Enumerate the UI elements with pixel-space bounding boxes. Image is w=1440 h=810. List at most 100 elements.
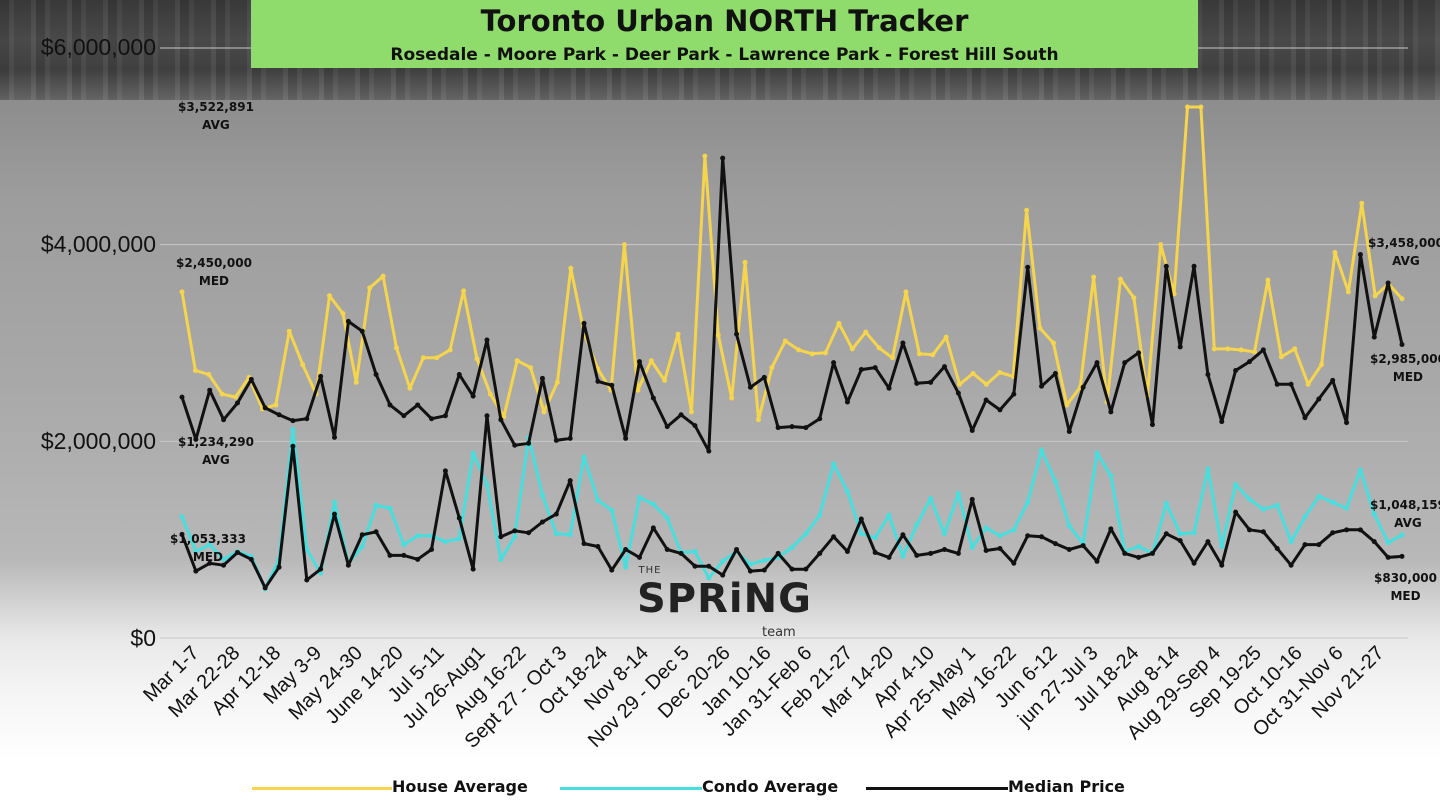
series-median-price-condo-point <box>1177 538 1183 544</box>
series-median-price-condo-point <box>415 556 421 562</box>
series-median-price-condo-point <box>914 552 920 558</box>
series-condo-average-point <box>650 501 656 507</box>
series-median-price-point <box>553 437 559 443</box>
series-condo-average-point <box>817 512 823 518</box>
series-condo-average-point <box>442 539 448 545</box>
series-condo-average-point <box>1302 514 1308 520</box>
series-house-average-point <box>1319 362 1325 368</box>
series-house-average-point <box>863 329 869 335</box>
series-median-price-condo-point <box>775 550 781 556</box>
series-median-price-condo-point <box>1025 533 1031 539</box>
series-house-average-point <box>1292 346 1298 352</box>
series-condo-average-point <box>207 542 213 548</box>
series-median-price-condo-point <box>456 515 462 521</box>
series-median-price-condo-point <box>179 531 185 537</box>
series-house-average-point <box>796 347 802 353</box>
series-house-average-point <box>273 402 279 408</box>
series-condo-average-point <box>1247 496 1252 502</box>
series-condo-average-point <box>1330 499 1336 505</box>
series-condo-average-point <box>290 427 296 433</box>
series-median-price-condo-point <box>844 548 850 554</box>
series-condo-average-point <box>955 490 961 496</box>
series-median-price-point <box>318 373 324 379</box>
series-median-price-point <box>387 402 393 408</box>
series-median-price-point <box>373 371 379 377</box>
series-house-average-point <box>1372 293 1378 299</box>
series-condo-average-point <box>1177 531 1183 537</box>
series-median-price-point <box>248 376 254 382</box>
series-median-price-point <box>415 402 421 408</box>
logo-team: team <box>762 625 796 640</box>
series-median-price-point <box>761 374 767 380</box>
series-condo-average-point <box>609 507 615 513</box>
series-condo-average-point <box>1191 530 1197 536</box>
series-median-price-point <box>955 390 961 396</box>
series-median-price-point <box>1163 263 1169 269</box>
series-condo-average-point <box>1219 544 1225 550</box>
series-house-average-point <box>541 409 547 415</box>
series-median-price-condo-point <box>664 547 670 552</box>
series-condo-average-point <box>581 454 587 460</box>
series-house-average-point <box>1131 295 1137 301</box>
series-median-price-point <box>581 320 587 326</box>
series-median-price-condo-point <box>429 547 435 552</box>
series-house-average-point <box>662 377 668 383</box>
series-median-price-condo-point <box>262 585 268 591</box>
series-house-average-point <box>930 352 936 358</box>
series-house-average-point <box>715 332 721 338</box>
series-median-price-point <box>637 359 642 365</box>
series-condo-average-point <box>664 515 670 521</box>
series-condo-average-point <box>567 532 573 538</box>
series-median-price-condo-point <box>1344 527 1350 533</box>
series-house-average-point <box>769 365 775 371</box>
series-median-price-point <box>1177 344 1183 350</box>
series-house-average-point <box>621 242 627 248</box>
series-median-price-point <box>664 424 670 430</box>
series-median-price-condo-point <box>942 547 947 552</box>
legend-label-house: House Average <box>392 777 528 796</box>
series-condo-average-point <box>1163 500 1169 506</box>
series-condo-average-point <box>1357 467 1363 473</box>
series-house-average-point <box>997 370 1003 375</box>
series-median-price-condo-point <box>1233 509 1239 515</box>
series-median-price-point <box>498 417 504 423</box>
series-house-average-point <box>286 328 292 334</box>
series-median-price-point <box>803 425 809 431</box>
series-house-average-point <box>367 285 373 291</box>
series-condo-average-point <box>539 492 545 498</box>
series-house-average-point <box>1198 104 1204 110</box>
series-house-average-point <box>192 368 198 374</box>
series-median-price-point <box>1025 264 1031 270</box>
series-condo-average-point <box>221 556 227 562</box>
series-median-price-condo-point <box>581 541 587 547</box>
series-median-price-condo-point <box>484 413 490 419</box>
series-house-average-point <box>1278 354 1284 360</box>
series-condo-average-point <box>1274 502 1280 508</box>
series-median-price-point <box>1149 422 1155 428</box>
logo-the: THE <box>638 565 662 576</box>
series-house-average-point <box>407 385 413 391</box>
series-median-price-condo-point <box>207 560 213 566</box>
series-median-price-condo-point <box>1219 562 1225 568</box>
series-median-price-condo-point <box>221 562 227 568</box>
series-house-average-point <box>1158 242 1164 248</box>
series-house-average-point <box>514 358 520 364</box>
series-median-price-point <box>595 378 601 384</box>
series-median-price-point <box>1302 415 1308 421</box>
series-median-price-condo-point <box>983 547 989 553</box>
series-condo-average-point <box>928 495 934 501</box>
annotation-kind: MED <box>1392 370 1424 384</box>
series-median-price-point <box>276 412 282 418</box>
series-house-average-point <box>957 381 963 387</box>
series-median-price-point <box>429 416 435 422</box>
series-condo-average-point <box>1025 499 1031 505</box>
series-house-average-point <box>635 387 641 393</box>
series-house-average-point <box>836 320 842 326</box>
series-median-price-point <box>997 407 1003 413</box>
series-median-price-condo-point <box>817 550 823 556</box>
series-median-price-point <box>1205 371 1211 377</box>
series-condo-average-point <box>692 548 698 554</box>
series-median-price-point <box>1080 384 1086 390</box>
series-median-price-point <box>1052 370 1058 376</box>
series-median-price-condo-point <box>318 566 324 572</box>
